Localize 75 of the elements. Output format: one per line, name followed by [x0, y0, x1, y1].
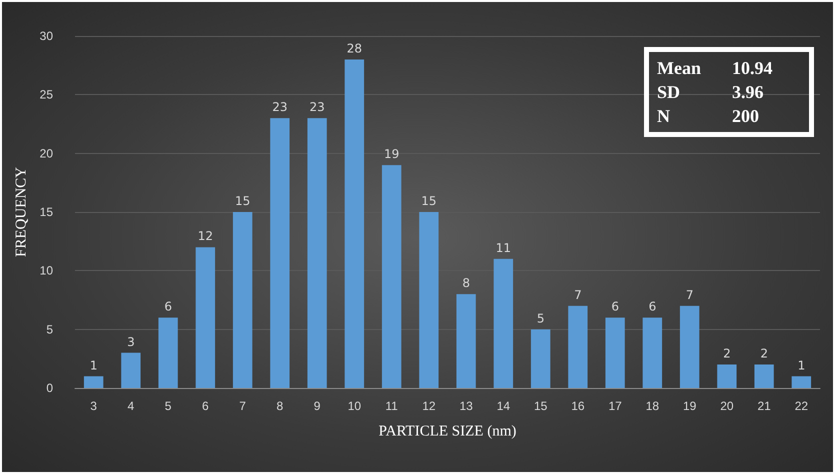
x-tick-label: 15	[534, 399, 548, 413]
bar	[605, 318, 625, 388]
data-label: 6	[648, 300, 656, 314]
x-tick-label: 12	[422, 399, 436, 413]
bar	[568, 306, 588, 388]
x-tick-label: 5	[164, 399, 172, 413]
data-label: 2	[760, 346, 768, 361]
x-tick-label: 20	[720, 399, 734, 413]
data-label: 11	[496, 240, 512, 255]
y-tick-label: 15	[40, 205, 54, 219]
bar	[494, 258, 514, 388]
bar	[232, 212, 252, 388]
bar	[792, 376, 812, 388]
x-tick-label: 6	[202, 399, 210, 413]
bar	[680, 306, 700, 388]
x-tick-label: 16	[571, 399, 585, 413]
annotation: 3.96	[732, 81, 764, 104]
x-tick-label: 7	[239, 399, 246, 413]
data-label: 12	[198, 229, 214, 244]
bar	[270, 118, 290, 388]
annotation: Mean	[657, 57, 702, 80]
y-tick-label: 25	[40, 88, 54, 102]
x-tick-label: 3	[90, 399, 98, 413]
annotation: 10.94	[732, 57, 774, 80]
x-tick-label: 18	[646, 399, 660, 413]
bar	[307, 118, 327, 388]
bar	[754, 364, 774, 388]
data-label: 15	[421, 194, 437, 208]
annotation: N	[657, 105, 671, 128]
x-tick-label: 11	[385, 399, 398, 413]
bar	[196, 247, 216, 388]
data-label: 1	[798, 358, 806, 372]
x-tick-label: 10	[348, 399, 362, 413]
y-tick-label: 30	[40, 29, 54, 43]
bar	[717, 364, 737, 388]
y-axis-title: FREQUENCY	[13, 166, 30, 258]
y-tick-label: 10	[40, 264, 54, 278]
data-label: 7	[686, 288, 694, 302]
data-label: 5	[536, 311, 544, 326]
data-label: 6	[611, 300, 619, 314]
data-label: 19	[384, 147, 400, 162]
bar	[642, 318, 662, 388]
data-label: 15	[234, 194, 250, 208]
bar	[121, 352, 141, 388]
data-label: 28	[346, 41, 362, 56]
x-tick-label: 22	[794, 399, 808, 413]
x-tick-label: 17	[608, 399, 622, 413]
bar	[158, 318, 178, 388]
x-tick-label: 19	[682, 399, 697, 413]
annotation: SD	[657, 81, 682, 104]
y-tick-label: 5	[46, 322, 54, 336]
x-tick-label: 14	[496, 399, 510, 413]
x-tick-label: 13	[459, 399, 474, 413]
bar	[456, 294, 476, 388]
x-tick-label: 8	[276, 399, 284, 413]
data-label: 7	[574, 288, 582, 302]
data-label: 8	[462, 276, 470, 290]
annotation: 200	[732, 105, 760, 128]
y-tick-label: 0	[46, 381, 54, 395]
x-axis-title: PARTICLE SIZE (nm)	[378, 424, 516, 440]
data-label: 23	[272, 100, 288, 114]
y-tick-label: 20	[40, 146, 54, 160]
bar	[344, 59, 364, 388]
bar	[84, 376, 104, 388]
data-label: 2	[723, 346, 731, 361]
bar	[382, 165, 402, 388]
data-label: 23	[309, 100, 325, 114]
x-tick-label: 4	[128, 399, 135, 413]
data-label: 3	[127, 334, 135, 349]
x-tick-label: 21	[757, 399, 772, 413]
bar	[530, 329, 550, 388]
bar	[419, 212, 439, 388]
data-label: 1	[90, 358, 98, 372]
data-label: 6	[164, 300, 172, 314]
x-tick-label: 9	[314, 399, 321, 413]
